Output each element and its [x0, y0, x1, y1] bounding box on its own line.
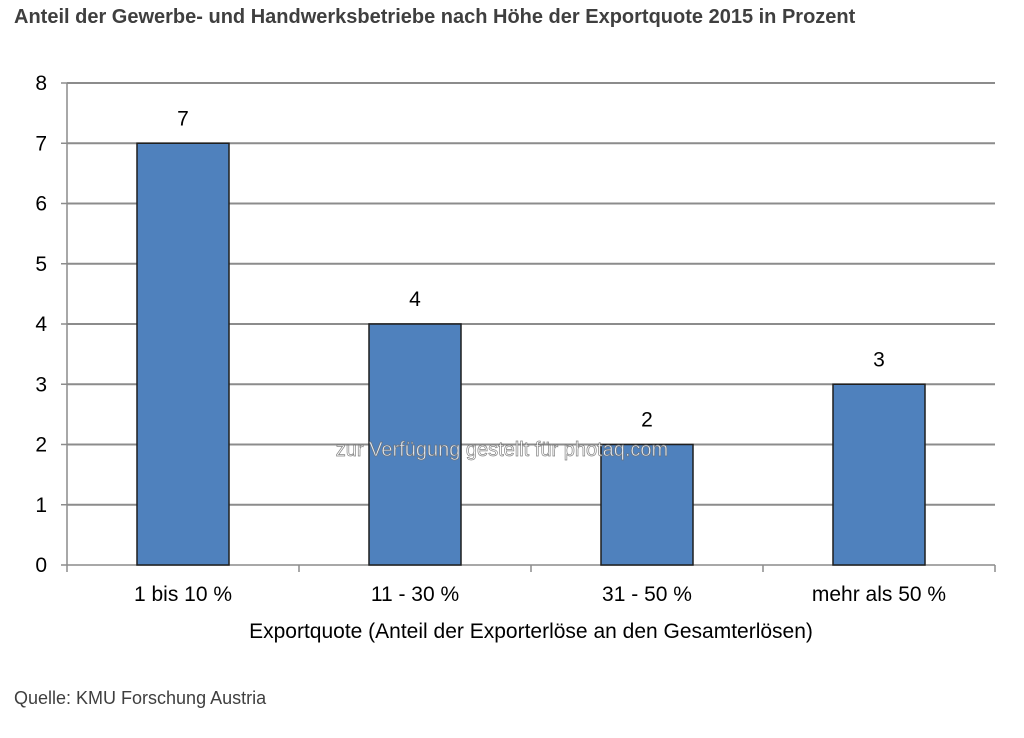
data-label: 7 — [177, 107, 189, 130]
bars — [136, 142, 926, 566]
data-labels: 7 4 2 3 — [177, 107, 885, 431]
bar — [832, 383, 926, 566]
bar — [368, 323, 462, 566]
y-tick-labels: 0 1 2 3 4 5 6 7 8 — [35, 72, 47, 577]
x-tick-label: 31 - 50 % — [602, 583, 692, 606]
chart-title: Anteil der Gewerbe- und Handwerksbetrieb… — [14, 6, 856, 28]
y-tick-label: 2 — [35, 434, 47, 457]
x-tick-labels: 1 bis 10 % 11 - 30 % 31 - 50 % mehr als 50 … — [134, 583, 946, 606]
y-tick-label: 4 — [35, 313, 47, 336]
y-tick-label: 1 — [35, 494, 47, 517]
x-tick-label: 11 - 30 % — [371, 583, 459, 606]
y-tick-label: 8 — [35, 72, 47, 95]
source-note: Quelle: KMU Forschung Austria — [14, 688, 267, 708]
x-tick-label: mehr als 50 % — [812, 583, 946, 606]
y-tick-label: 0 — [35, 554, 47, 577]
x-tick-label: 1 bis 10 % — [134, 583, 232, 606]
watermark: zur Verfügung gestellt für photaq.com — [336, 439, 668, 461]
y-tick-label: 3 — [35, 373, 47, 396]
x-axis-title: Exportquote (Anteil der Exporterlöse an … — [249, 620, 813, 643]
bar — [600, 443, 694, 566]
data-label: 3 — [873, 348, 885, 371]
y-tick-label: 6 — [35, 193, 47, 216]
y-tick-label: 7 — [35, 132, 47, 155]
y-tick-label: 5 — [35, 253, 47, 276]
bar — [136, 142, 230, 566]
data-label: 2 — [641, 409, 653, 432]
data-label: 4 — [409, 288, 421, 311]
